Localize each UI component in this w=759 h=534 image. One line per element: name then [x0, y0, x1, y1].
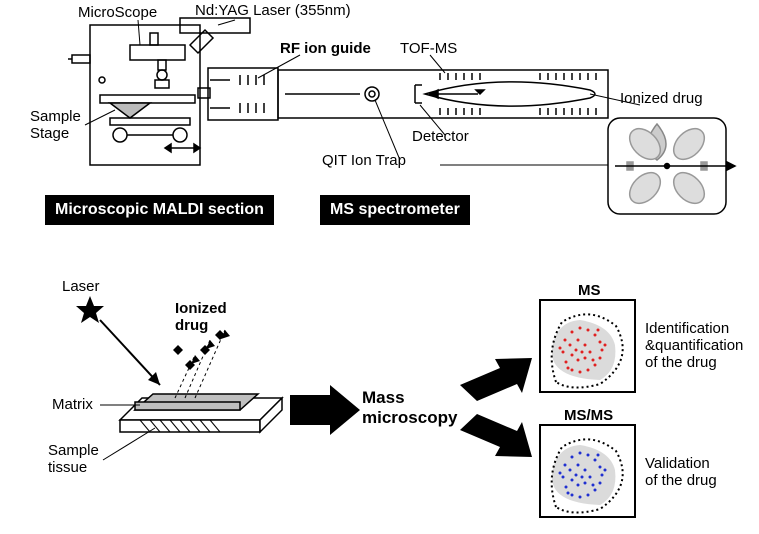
- label-microscope: MicroScope: [78, 4, 157, 21]
- label-ms-title: MS: [578, 282, 601, 299]
- section-maldi: Microscopic MALDI section: [45, 195, 274, 225]
- arrow-icon: [460, 358, 532, 401]
- label-ionized-drug-bottom: Ionized drug: [175, 300, 227, 334]
- label-qit: QIT Ion Trap: [322, 152, 406, 169]
- label-identification: Identification &quantification of the dr…: [645, 320, 743, 371]
- label-laser-bottom: Laser: [62, 278, 100, 295]
- laser-star-icon: [76, 296, 104, 323]
- label-mass-microscopy: Mass microscopy: [362, 388, 457, 428]
- arrow-icon: [290, 385, 360, 435]
- label-validation: Validation of the drug: [645, 455, 717, 489]
- label-rf-guide: RF ion guide: [280, 40, 371, 57]
- label-sample-tissue: Sample tissue: [48, 442, 99, 476]
- arrow-icon: [460, 414, 532, 457]
- label-sample-stage: Sample Stage: [30, 108, 81, 142]
- label-tof-ms: TOF-MS: [400, 40, 457, 57]
- section-ms-spectrometer: MS spectrometer: [320, 195, 470, 225]
- label-msms-title: MS/MS: [564, 407, 613, 424]
- diagram-canvas: [0, 0, 759, 534]
- label-laser-top: Nd:YAG Laser (355nm): [195, 2, 351, 19]
- label-detector: Detector: [412, 128, 469, 145]
- label-matrix: Matrix: [52, 396, 93, 413]
- label-ionized-drug-top: Ionized drug: [620, 90, 703, 107]
